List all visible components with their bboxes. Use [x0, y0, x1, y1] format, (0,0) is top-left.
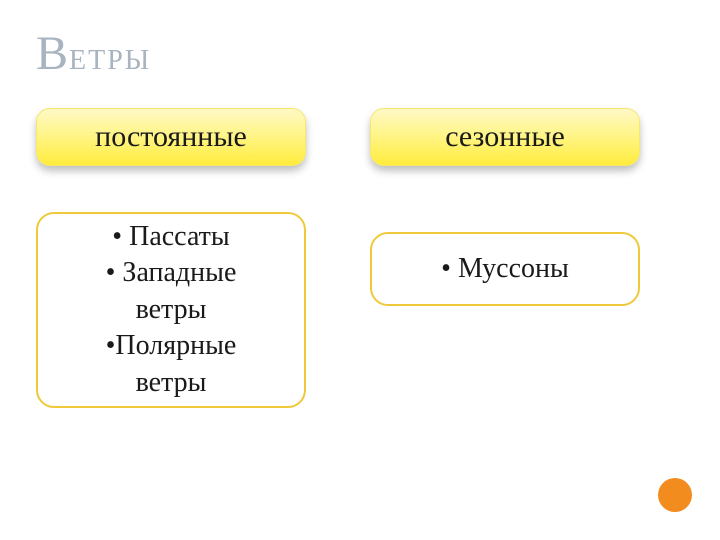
slide-title: Ветры	[36, 26, 151, 81]
item-line: ветры	[54, 365, 288, 401]
title-rest: етры	[69, 33, 151, 78]
item-line: • Западные	[54, 255, 288, 291]
item-line: ветры	[54, 292, 288, 328]
items-box-seasonal: • Муссоны	[370, 232, 640, 306]
category-label: постоянные	[95, 120, 247, 154]
title-first-letter: В	[36, 27, 69, 80]
item-line: •Полярные	[54, 328, 288, 364]
item-line: • Пассаты	[54, 219, 288, 255]
items-box-permanent: • Пассаты • Западные ветры •Полярные вет…	[36, 212, 306, 408]
category-label: сезонные	[445, 120, 565, 154]
item-line: • Муссоны	[388, 251, 622, 287]
category-box-permanent: постоянные	[36, 108, 306, 166]
accent-dot-icon	[658, 478, 692, 512]
category-box-seasonal: сезонные	[370, 108, 640, 166]
